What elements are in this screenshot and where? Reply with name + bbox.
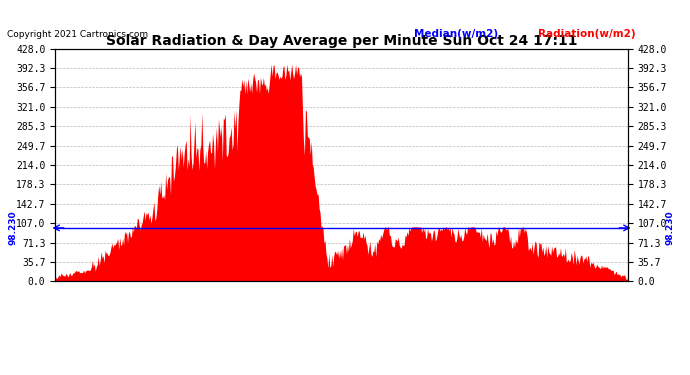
- Text: Copyright 2021 Cartronics.com: Copyright 2021 Cartronics.com: [7, 30, 148, 39]
- Text: Median(w/m2): Median(w/m2): [414, 29, 498, 39]
- Text: 98.230: 98.230: [9, 211, 18, 245]
- Text: Radiation(w/m2): Radiation(w/m2): [538, 29, 635, 39]
- Title: Solar Radiation & Day Average per Minute Sun Oct 24 17:11: Solar Radiation & Day Average per Minute…: [106, 34, 578, 48]
- Text: 98.230: 98.230: [665, 211, 674, 245]
